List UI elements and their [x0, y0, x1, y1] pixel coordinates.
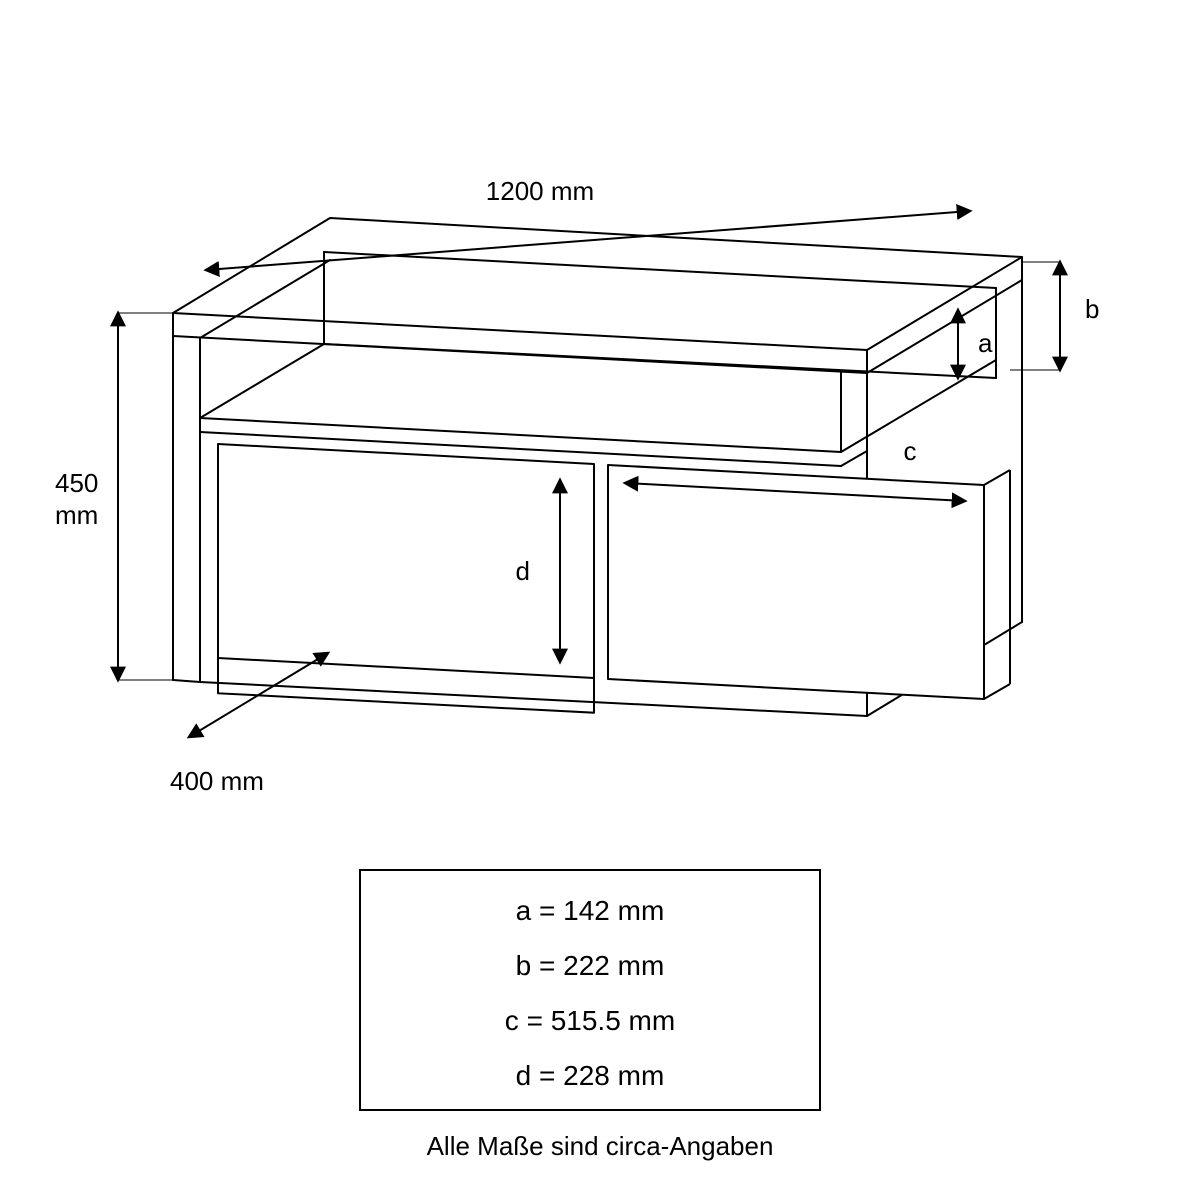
legend-box: a = 142 mm b = 222 mm c = 515.5 mm d = 2… [360, 870, 820, 1110]
width-label: 1200 mm [486, 176, 594, 206]
legend-d: d = 228 mm [516, 1060, 665, 1091]
footer-note: Alle Maße sind circa-Angaben [427, 1131, 774, 1161]
height-label-line2: mm [55, 500, 98, 530]
d-label: d [516, 556, 530, 586]
drawers [218, 444, 1010, 699]
dimension-diagram: 1200 mm 450 mm 400 mm b a c d a = 142 mm… [0, 0, 1200, 1200]
depth-label: 400 mm [170, 766, 264, 796]
legend-b: b = 222 mm [516, 950, 665, 981]
c-label: c [904, 436, 917, 466]
legend-c: c = 515.5 mm [505, 1005, 675, 1036]
b-label: b [1085, 294, 1099, 324]
height-label-line1: 450 [55, 468, 98, 498]
legend-a: a = 142 mm [516, 895, 665, 926]
a-label: a [978, 328, 993, 358]
